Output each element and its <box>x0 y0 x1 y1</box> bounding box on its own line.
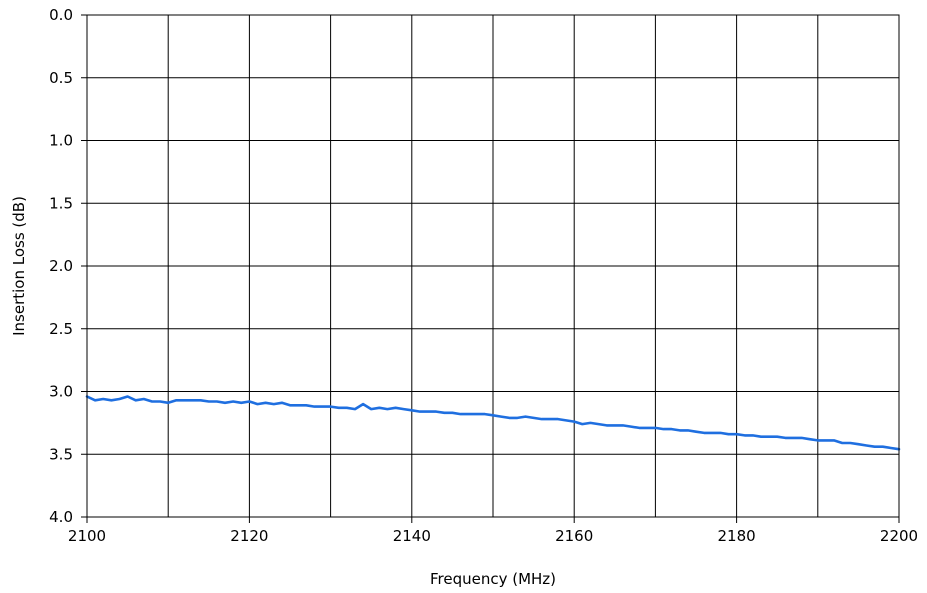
y-tick-label: 2.0 <box>49 257 73 275</box>
y-tick-label: 1.5 <box>49 194 73 212</box>
x-axis-ticks: 2100 2120 2140 2160 2180 2200 <box>68 517 918 545</box>
grid-lines <box>86 14 900 518</box>
x-tick-label: 2100 <box>68 527 106 545</box>
x-tick-label: 2120 <box>230 527 268 545</box>
y-axis-title: Insertion Loss (dB) <box>10 196 28 336</box>
series-line <box>85 395 901 451</box>
y-tick-label: 3.0 <box>49 383 73 401</box>
y-tick-label: 0.5 <box>49 69 73 87</box>
y-axis-ticks: 0.0 0.5 1.0 1.5 2.0 2.5 3.0 3.5 4.0 <box>49 6 87 526</box>
series-layer <box>85 395 901 451</box>
x-axis-title: Frequency (MHz) <box>430 570 556 588</box>
x-tick-label: 2180 <box>718 527 756 545</box>
x-tick-label: 2140 <box>393 527 431 545</box>
x-tick-label: 2160 <box>555 527 593 545</box>
y-tick-label: 0.0 <box>49 6 73 24</box>
y-tick-label: 2.5 <box>49 320 73 338</box>
y-tick-label: 1.0 <box>49 132 73 150</box>
y-tick-label: 3.5 <box>49 445 73 463</box>
x-tick-label: 2200 <box>880 527 918 545</box>
plot-frame <box>86 14 900 518</box>
y-tick-label: 4.0 <box>49 508 73 526</box>
